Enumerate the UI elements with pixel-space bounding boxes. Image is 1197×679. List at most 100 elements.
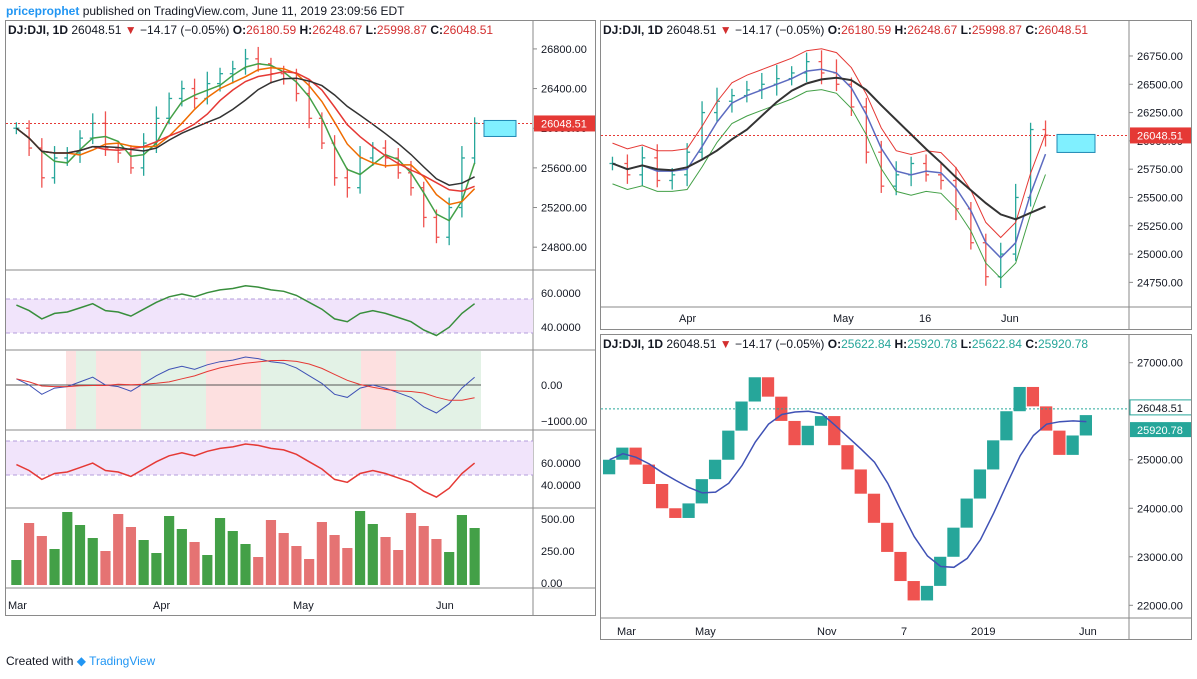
left-volume-bar (431, 539, 442, 585)
rb-renko-brick (801, 425, 814, 446)
tradingview-link[interactable]: TradingView (89, 654, 156, 668)
author-link[interactable]: priceprophet (6, 4, 80, 18)
rb-renko-brick (629, 447, 642, 465)
right-top-chart-panel[interactable]: DJ:DJI, 1D 26048.51 ▼ −14.17 (−0.05%) O:… (600, 20, 1192, 330)
rb-renko-brick (907, 581, 920, 601)
right-bottom-chart-canvas[interactable]: 27000.0026000.0025000.0024000.0023000.00… (601, 335, 1192, 640)
left-macd-line (16, 356, 475, 414)
rb-time-tick-label: 7 (901, 626, 907, 638)
left-vol-tick-label: 250.00 (541, 546, 575, 558)
left-ma-fast-line (15, 63, 476, 222)
left-volume-bar (367, 524, 378, 585)
rt-price-tick-label: 25750.00 (1137, 164, 1183, 176)
rb-renko-brick (814, 416, 828, 426)
left-macd-zone (206, 351, 261, 429)
left-volume-bar (164, 516, 175, 585)
left-volume-bar (316, 522, 327, 585)
left-osc-tick-label: 40.0000 (541, 480, 581, 492)
left-volume-bar (278, 533, 289, 585)
left-macd-zone (141, 351, 206, 429)
left-volume-bar (214, 518, 226, 585)
right-top-ohlc-legend: DJ:DJI, 1D 26048.51 ▼ −14.17 (−0.05%) O:… (603, 23, 1089, 37)
rb-renko-brick (603, 459, 616, 475)
left-macd-signal-line (16, 359, 475, 401)
rb-renko-brick (748, 377, 761, 402)
left-volume-bar (74, 525, 86, 585)
left-price-tag: 26048.51 (541, 118, 587, 130)
right-top-chart-canvas[interactable]: 26750.0026500.0026250.0026000.0025750.00… (601, 21, 1192, 330)
left-ma-slow-line (15, 70, 475, 192)
rb-renko-brick (669, 508, 682, 518)
rt-time-tick-label: Apr (679, 313, 696, 325)
rb-price-tick-label: 22000.00 (1137, 600, 1183, 612)
left-volume-bar (36, 536, 47, 585)
left-volume-bar (304, 559, 315, 585)
rb-ma-line (609, 410, 1087, 569)
rb-renko-brick (960, 498, 973, 528)
left-volume-bar (342, 548, 353, 585)
left-volume-bar (354, 511, 366, 585)
left-macd-zone (96, 351, 141, 429)
left-macd-zone (66, 351, 76, 429)
left-volume-bar (100, 551, 111, 585)
rb-renko-brick (642, 464, 655, 484)
rb-price-tick-label: 23000.00 (1137, 552, 1183, 564)
left-price-tick-label: 26800.00 (541, 44, 587, 56)
left-volume-bar (469, 528, 480, 585)
rb-renko-brick (841, 445, 854, 470)
left-volume-bar (189, 542, 200, 585)
rb-renko-brick (920, 585, 934, 601)
left-volume-bar (24, 523, 35, 585)
left-volume-bar (113, 514, 124, 585)
left-osc-tick-label: 60.0000 (541, 458, 581, 470)
left-price-tick-label: 24800.00 (541, 242, 587, 254)
left-time-tick-label: May (293, 600, 314, 612)
rt-price-tick-label: 26500.00 (1137, 79, 1183, 91)
left-volume-bar (151, 553, 162, 585)
left-volume-bar (253, 557, 264, 585)
rb-price-tick-label: 25000.00 (1137, 455, 1183, 467)
left-price-tick-label: 26400.00 (541, 84, 587, 96)
left-vol-tick-label: 500.00 (541, 514, 575, 526)
tradingview-logo-icon: ◆ (76, 654, 86, 668)
left-rsi-tick-label: 60.0000 (541, 288, 581, 300)
rt-price-tag: 26048.51 (1137, 130, 1183, 142)
rb-time-tick-label: May (695, 626, 716, 638)
rb-renko-brick (987, 440, 1000, 470)
rb-renko-brick (894, 551, 907, 582)
rb-renko-brick (1040, 406, 1053, 431)
rb-renko-brick (1026, 386, 1040, 407)
left-volume-bar (418, 526, 429, 585)
rt-price-tick-label: 26250.00 (1137, 108, 1183, 120)
rb-renko-brick (761, 377, 775, 397)
rt-upper-band-line (612, 48, 1046, 239)
rt-price-tick-label: 25500.00 (1137, 192, 1183, 204)
rb-renko-brick (682, 503, 695, 518)
left-price-tag-bg (534, 115, 595, 132)
rt-price-tick-label: 25000.00 (1137, 249, 1183, 261)
left-macd-tick-label: 0.00 (541, 380, 562, 392)
rb-renko-brick (788, 420, 801, 446)
left-volume-bar (11, 560, 22, 585)
left-macd-zone (261, 351, 361, 429)
rb-renko-brick (722, 430, 735, 460)
right-bottom-chart-panel[interactable]: DJ:DJI, 1D 26048.51 ▼ −14.17 (−0.05%) O:… (600, 334, 1192, 640)
left-chart-canvas[interactable]: 26800.0026400.0026000.0025600.0025200.00… (6, 21, 596, 616)
left-time-tick-label: Jun (436, 600, 454, 612)
left-chart-panel[interactable]: DJ:DJI, 1D 26048.51 ▼ −14.17 (−0.05%) O:… (5, 20, 596, 616)
left-osc-band (6, 441, 533, 475)
rb-renko-brick (1000, 411, 1013, 441)
rb-price-tag2: 25920.78 (1137, 425, 1183, 437)
left-volume-bar (62, 512, 73, 585)
rt-price-tag-bg (1130, 127, 1191, 144)
left-volume-bar (456, 515, 467, 585)
left-volume-bar (125, 527, 137, 585)
rb-price-tag-bg (1129, 399, 1191, 416)
rb-time-tick-label: Nov (817, 626, 837, 638)
rb-renko-brick (735, 401, 748, 431)
left-volume-bar (202, 555, 213, 585)
left-target-box (483, 119, 517, 137)
left-vol-tick-label: 0.00 (541, 578, 562, 590)
rb-price-tag: 26048.51 (1137, 403, 1183, 415)
left-rsi-tick-label: 40.0000 (541, 322, 581, 334)
